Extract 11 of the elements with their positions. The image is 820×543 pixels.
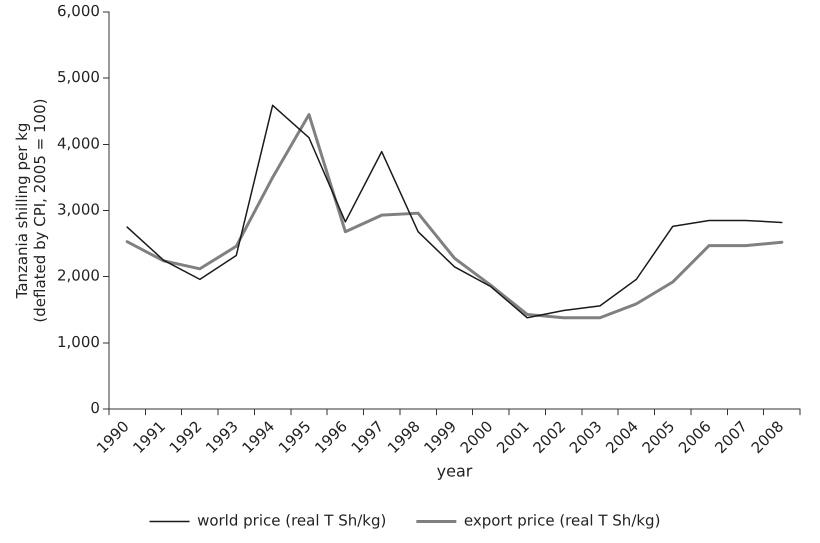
y-tick-label: 0	[90, 398, 100, 417]
y-tick-label: 2,000	[56, 266, 100, 285]
x-axis-title: year	[436, 462, 473, 481]
legend-label: export price (real T Sh/kg)	[464, 511, 660, 530]
y-tick-label: 3,000	[56, 200, 100, 218]
y-tick-label: 1,000	[56, 332, 100, 351]
y-tick-label: 6,000	[56, 2, 100, 20]
y-tick-label: 4,000	[56, 134, 100, 152]
y-tick-label: 5,000	[56, 68, 100, 86]
y-axis-title: Tanzania shilling per kg (deflated by CPI, 2005 = 100)	[12, 98, 49, 323]
legend-label: world price (real T Sh/kg)	[197, 511, 386, 530]
